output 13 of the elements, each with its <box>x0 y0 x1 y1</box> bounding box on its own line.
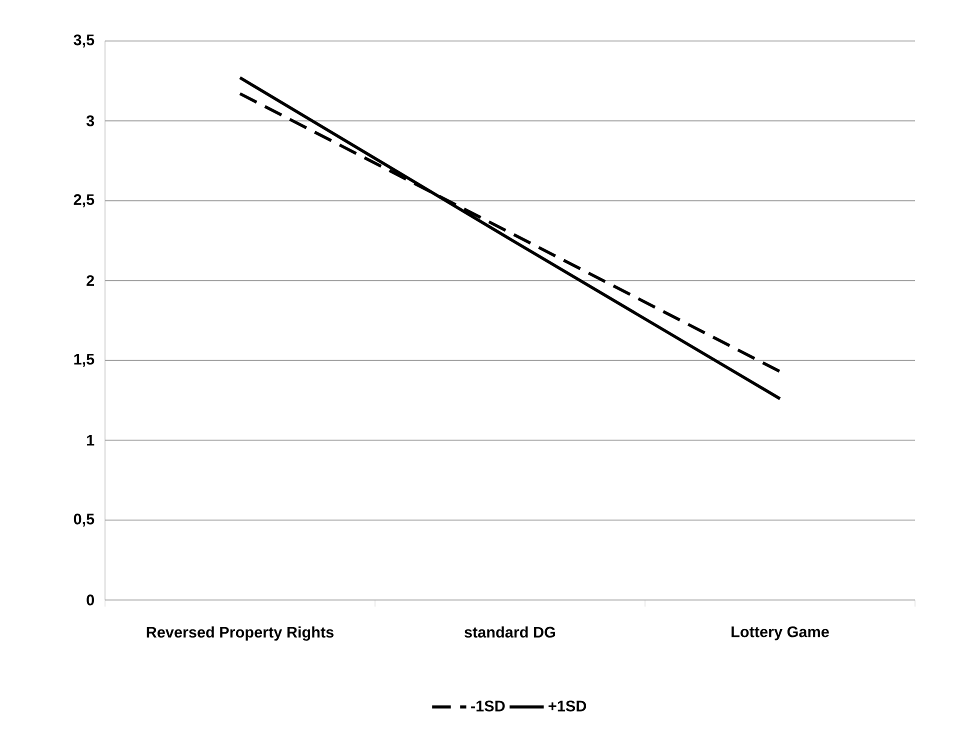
legend-label: +1SD <box>548 700 586 712</box>
y-tick-label: 2 <box>86 275 94 286</box>
y-tick-label: 1 <box>87 435 94 446</box>
x-tick-label: Reversed Property Rights <box>146 626 334 641</box>
y-tick-label: 0 <box>86 594 94 606</box>
y-tick-label: 3,5 <box>74 34 94 48</box>
y-tick-label: 3 <box>86 115 94 126</box>
y-tick-label: 1,5 <box>74 354 94 367</box>
x-tick-label: Lottery Game <box>732 626 829 640</box>
x-tick-label: standard DG <box>464 626 556 638</box>
legend-label: -1SD <box>471 700 505 712</box>
y-tick-label: 2,5 <box>74 194 94 208</box>
y-tick-label: 0,5 <box>74 514 94 527</box>
